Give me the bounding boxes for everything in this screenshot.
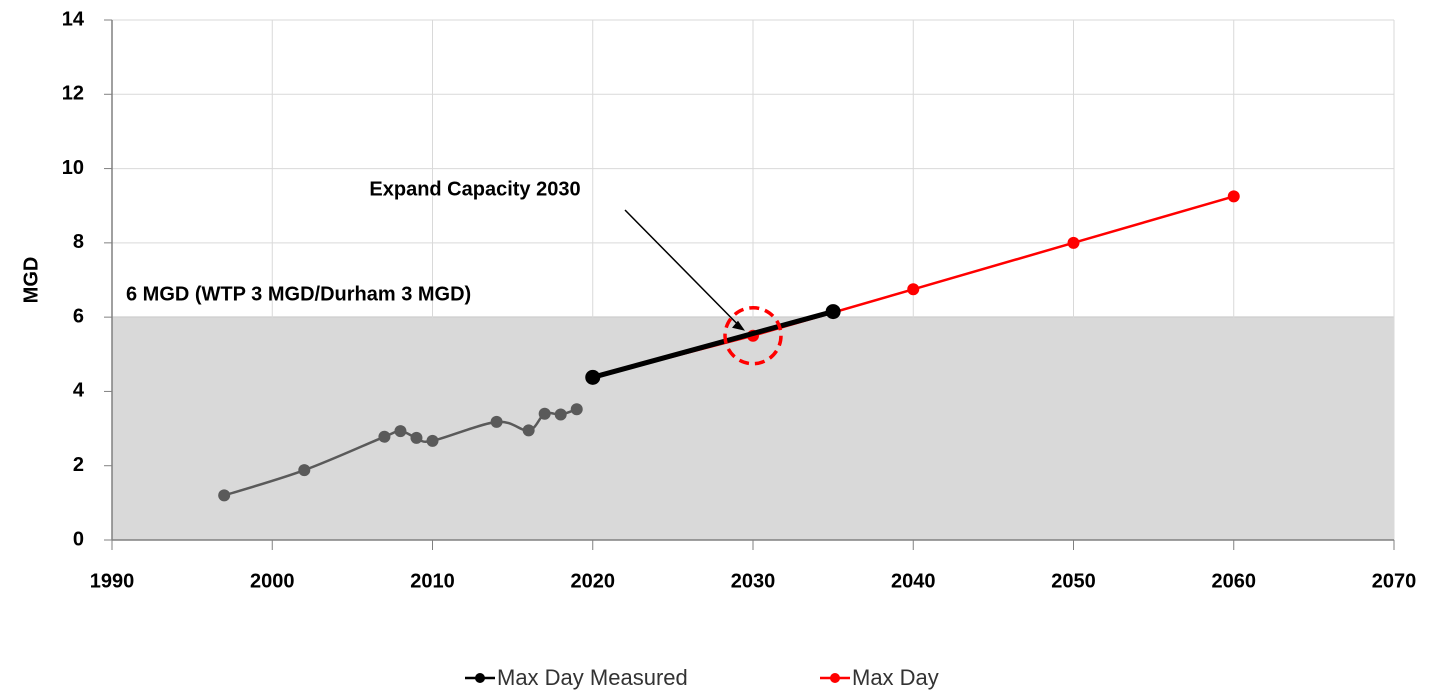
y-tick-label: 8: [73, 231, 84, 253]
arrow-head: [732, 320, 745, 331]
point: [554, 408, 567, 421]
legend-label: Max Day: [852, 665, 939, 690]
point: [585, 369, 601, 385]
point: [410, 431, 423, 444]
point: [1067, 236, 1080, 249]
x-tick-label: 2060: [1212, 570, 1257, 592]
point: [378, 430, 391, 443]
y-tick-label: 4: [73, 380, 85, 402]
y-tick-label: 12: [62, 83, 84, 105]
x-tick-label: 2030: [731, 570, 776, 592]
y-tick-label: 14: [62, 8, 85, 30]
legend-marker: [475, 673, 485, 683]
x-tick-label: 2010: [410, 570, 455, 592]
x-tick-label: 2050: [1051, 570, 1096, 592]
point: [298, 464, 311, 477]
annotation-text: Expand Capacity 2030: [369, 178, 580, 200]
point: [426, 434, 439, 447]
point: [490, 415, 503, 428]
highlight-circle: [723, 305, 783, 366]
y-tick-label: 10: [62, 157, 84, 179]
point: [907, 283, 920, 296]
annotation-arrow: [624, 209, 742, 329]
point: [218, 489, 231, 502]
x-tick-label: 1990: [90, 570, 135, 592]
capacity-label: 6 MGD (WTP 3 MGD/Durham 3 MGD): [126, 283, 471, 305]
legend-label: Max Day Measured: [497, 665, 688, 690]
y-tick-label: 0: [73, 528, 84, 550]
point: [394, 425, 407, 438]
x-tick-label: 2070: [1372, 570, 1417, 592]
y-axis-label: MGD: [20, 257, 42, 304]
point: [522, 424, 535, 437]
y-tick-label: 6: [73, 305, 84, 327]
series-line: [592, 309, 834, 380]
x-tick-label: 2020: [571, 570, 616, 592]
point: [538, 407, 551, 420]
y-tick-label: 2: [73, 454, 84, 476]
legend-marker: [830, 673, 840, 683]
x-tick-label: 2000: [250, 570, 295, 592]
point: [570, 403, 583, 416]
x-tick-label: 2040: [891, 570, 936, 592]
point: [825, 304, 841, 320]
point: [1227, 190, 1240, 203]
